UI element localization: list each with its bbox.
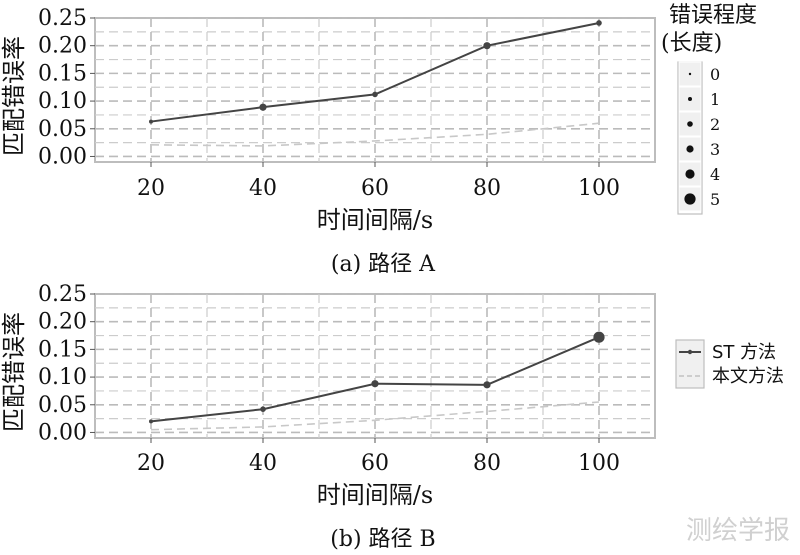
series-line-ours: [150, 401, 600, 431]
legend-label-ours: 本文方法: [712, 366, 784, 387]
size-legend-label: 4: [710, 165, 720, 184]
size-legend-key-dot: [688, 72, 692, 76]
size-legend-label: 2: [710, 115, 720, 134]
x-tick-label: 100: [578, 176, 620, 201]
x-tick-label: 20: [137, 451, 165, 476]
figure-caption: (b) 路径 B: [330, 527, 435, 552]
series-point-st: [483, 381, 491, 389]
y-tick-label: 0.15: [38, 337, 87, 362]
x-tick-label: 100: [578, 451, 620, 476]
y-tick-label: 0.10: [38, 365, 87, 390]
series-point-st: [149, 119, 153, 124]
figure-caption: (a) 路径 A: [331, 252, 436, 277]
x-tick-label: 60: [361, 451, 389, 476]
series-point-st: [483, 42, 491, 50]
legend-key-st-dot: [687, 349, 693, 355]
y-axis-label: 匹配错误率: [0, 36, 28, 156]
y-tick-label: 0.20: [38, 34, 87, 59]
x-tick-label: 80: [473, 451, 501, 476]
y-tick-label: 0.10: [38, 89, 87, 114]
series-point-st: [149, 419, 153, 424]
size-legend-key-dot: [686, 145, 694, 153]
y-tick-label: 0.05: [38, 117, 87, 142]
x-tick-label: 80: [473, 176, 501, 201]
x-axis-label: 时间间隔/s: [317, 206, 433, 234]
size-legend-title: (长度): [661, 31, 722, 56]
size-legend-key-dot: [685, 169, 695, 179]
size-legend-key-dot: [684, 193, 696, 205]
series-line-ours: [150, 122, 600, 147]
y-tick-label: 0.00: [38, 420, 87, 445]
x-tick-label: 40: [249, 451, 277, 476]
series-point-st: [372, 91, 378, 98]
size-legend-title: 错误程度: [669, 3, 757, 28]
y-tick-label: 0.05: [38, 393, 87, 418]
x-tick-label: 40: [249, 176, 277, 201]
y-axis-label: 匹配错误率: [0, 312, 28, 432]
x-tick-label: 20: [137, 176, 165, 201]
watermark-text: 测绘学报: [685, 516, 790, 546]
x-tick-label: 60: [361, 176, 389, 201]
size-legend-label: 5: [710, 190, 720, 209]
series-point-st: [260, 406, 266, 413]
size-legend-label: 3: [710, 140, 720, 159]
x-axis-label: 时间间隔/s: [317, 481, 433, 509]
size-legend-label: 1: [710, 90, 720, 109]
size-legend-label: 0: [710, 65, 720, 84]
size-legend-key-dot: [687, 121, 693, 127]
y-tick-label: 0.15: [38, 61, 87, 86]
legend-label-st: ST 方法: [712, 342, 776, 363]
series-point-st: [593, 331, 605, 343]
series-point-st: [259, 103, 267, 111]
y-tick-label: 0.25: [38, 6, 87, 31]
series-point-st: [596, 20, 602, 26]
series-point-st: [371, 380, 379, 388]
series-legend-box: [675, 339, 705, 389]
y-tick-label: 0.00: [38, 144, 87, 169]
y-tick-label: 0.25: [38, 282, 87, 307]
y-tick-label: 0.20: [38, 310, 87, 335]
size-legend-key-dot: [688, 97, 692, 101]
